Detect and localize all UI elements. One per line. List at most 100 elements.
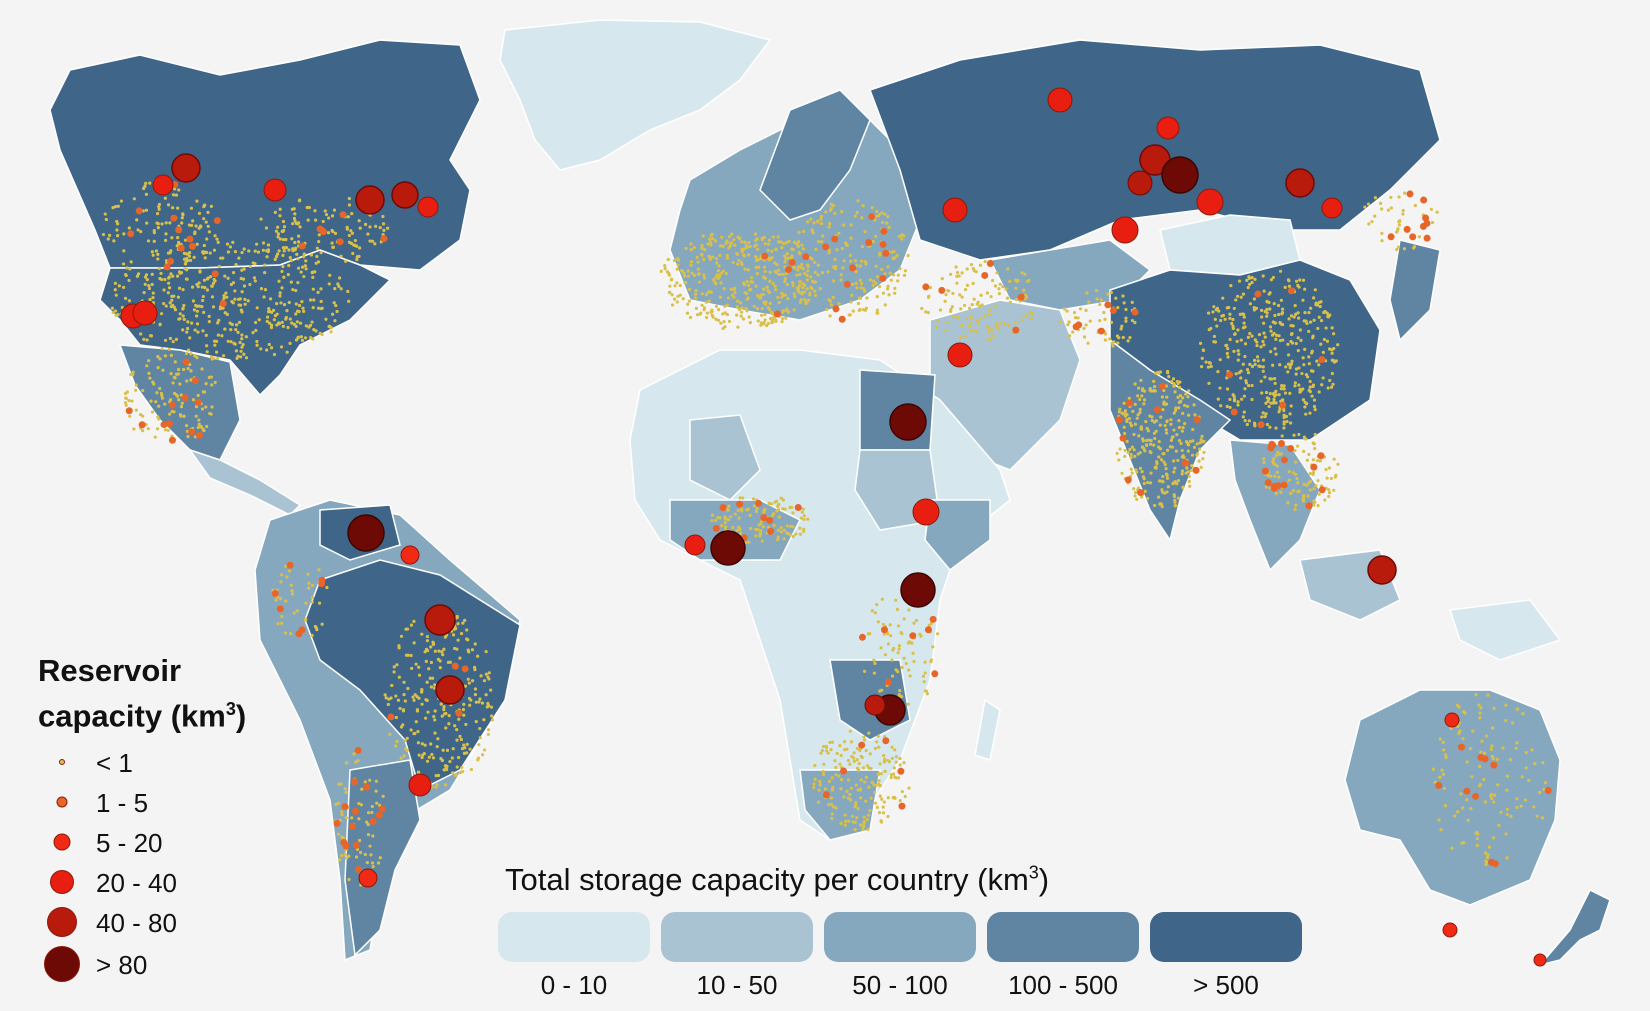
reservoir-dot (818, 287, 822, 291)
reservoir-dot (1504, 703, 1508, 707)
reservoir-dot (929, 621, 933, 626)
reservoir-dot (902, 656, 906, 660)
reservoir-dot (962, 303, 967, 308)
reservoir-dot (1273, 394, 1277, 398)
reservoir-dot (129, 372, 133, 377)
reservoir-dot (409, 728, 413, 732)
reservoir-dot (885, 287, 890, 291)
reservoir-dot (395, 663, 399, 667)
reservoir-dot (336, 801, 340, 805)
reservoir-dot (1443, 804, 1448, 808)
reservoir-dot (832, 279, 836, 283)
reservoir-dot (213, 343, 217, 347)
reservoir-dot (805, 287, 809, 291)
reservoir-dot (785, 531, 789, 535)
reservoir-dot (1486, 693, 1490, 697)
reservoir-dot (863, 308, 867, 312)
reservoir-marker (152, 174, 174, 196)
reservoir-dot (1252, 358, 1257, 362)
reservoir-dot (463, 618, 467, 622)
reservoir-dot (1544, 787, 1552, 795)
reservoir-dot (1310, 349, 1314, 353)
reservoir-dot (1429, 207, 1433, 211)
reservoir-dot (824, 749, 829, 753)
reservoir-dot (843, 748, 847, 752)
reservoir-dot (420, 702, 424, 706)
reservoir-dot (747, 253, 751, 257)
reservoir-dot (1474, 693, 1478, 697)
reservoir-dot (253, 320, 258, 325)
reservoir-dot (107, 233, 112, 237)
reservoir-dot (197, 422, 201, 426)
reservoir-dot (1146, 496, 1150, 501)
reservoir-dot (357, 254, 361, 258)
reservoir-dot (1149, 471, 1153, 475)
reservoir-dot (298, 225, 302, 229)
reservoir-dot (1144, 443, 1149, 447)
reservoir-dot (1068, 334, 1072, 338)
reservoir-dot (1218, 386, 1222, 390)
reservoir-dot (870, 780, 874, 784)
reservoir-dot (1149, 438, 1153, 443)
reservoir-dot (1141, 387, 1145, 391)
reservoir-dot (897, 644, 902, 648)
reservoir-dot (1259, 379, 1263, 383)
reservoir-dot (462, 743, 466, 747)
reservoir-dot (886, 642, 891, 646)
reservoir-dot (148, 181, 152, 185)
reservoir-dot (202, 310, 206, 314)
reservoir-dot (733, 512, 737, 516)
reservoir-dot (1162, 388, 1166, 393)
reservoir-dot (113, 288, 117, 292)
reservoir-dot (1215, 306, 1220, 310)
reservoir-dot (1187, 389, 1191, 393)
reservoir-dot (135, 274, 140, 278)
reservoir-dot (159, 312, 164, 316)
reservoir-dot (1279, 401, 1287, 409)
reservoir-dot (1277, 312, 1281, 317)
reservoir-dot (204, 382, 208, 386)
reservoir-dot (884, 678, 892, 686)
reservoir-dot (339, 287, 343, 291)
reservoir-dot (1172, 382, 1176, 386)
reservoir-dot (1020, 271, 1024, 275)
reservoir-dot (132, 427, 136, 431)
reservoir-dot (777, 515, 781, 519)
reservoir-dot (293, 240, 297, 245)
reservoir-dot (882, 737, 890, 745)
reservoir-dot (271, 308, 276, 312)
reservoir-dot (347, 854, 351, 858)
reservoir-dot (711, 237, 715, 241)
reservoir-dot (229, 328, 233, 332)
reservoir-dot (791, 283, 795, 288)
reservoir-dot (1129, 424, 1134, 428)
reservoir-dot (195, 304, 199, 308)
reservoir-dot (127, 226, 131, 230)
reservoir-dot (348, 822, 356, 830)
reservoir-dot (849, 264, 857, 272)
reservoir-dot (971, 281, 975, 286)
reservoir-dot (1461, 737, 1465, 741)
reservoir-dot (363, 780, 367, 784)
reservoir-dot (1308, 479, 1313, 483)
reservoir-dot (1282, 426, 1286, 430)
reservoir-dot (1180, 429, 1184, 433)
reservoir-dot (798, 532, 802, 536)
reservoir-dot (194, 405, 199, 409)
reservoir-dot (751, 497, 756, 501)
reservoir-dot (441, 653, 445, 657)
reservoir-dot (893, 748, 897, 752)
reservoir-dot (279, 301, 283, 305)
reservoir-dot (155, 427, 160, 431)
reservoir-marker (391, 181, 419, 209)
reservoir-dot (1262, 457, 1266, 461)
reservoir-dot (221, 354, 226, 358)
reservoir-dot (288, 341, 292, 345)
reservoir-dot (193, 231, 197, 236)
reservoir-dot (229, 282, 233, 287)
reservoir-dot (463, 746, 467, 750)
reservoir-dot (490, 718, 495, 722)
reservoir-dot (486, 732, 490, 737)
reservoir-dot (704, 315, 709, 320)
reservoir-dot (1328, 378, 1332, 383)
